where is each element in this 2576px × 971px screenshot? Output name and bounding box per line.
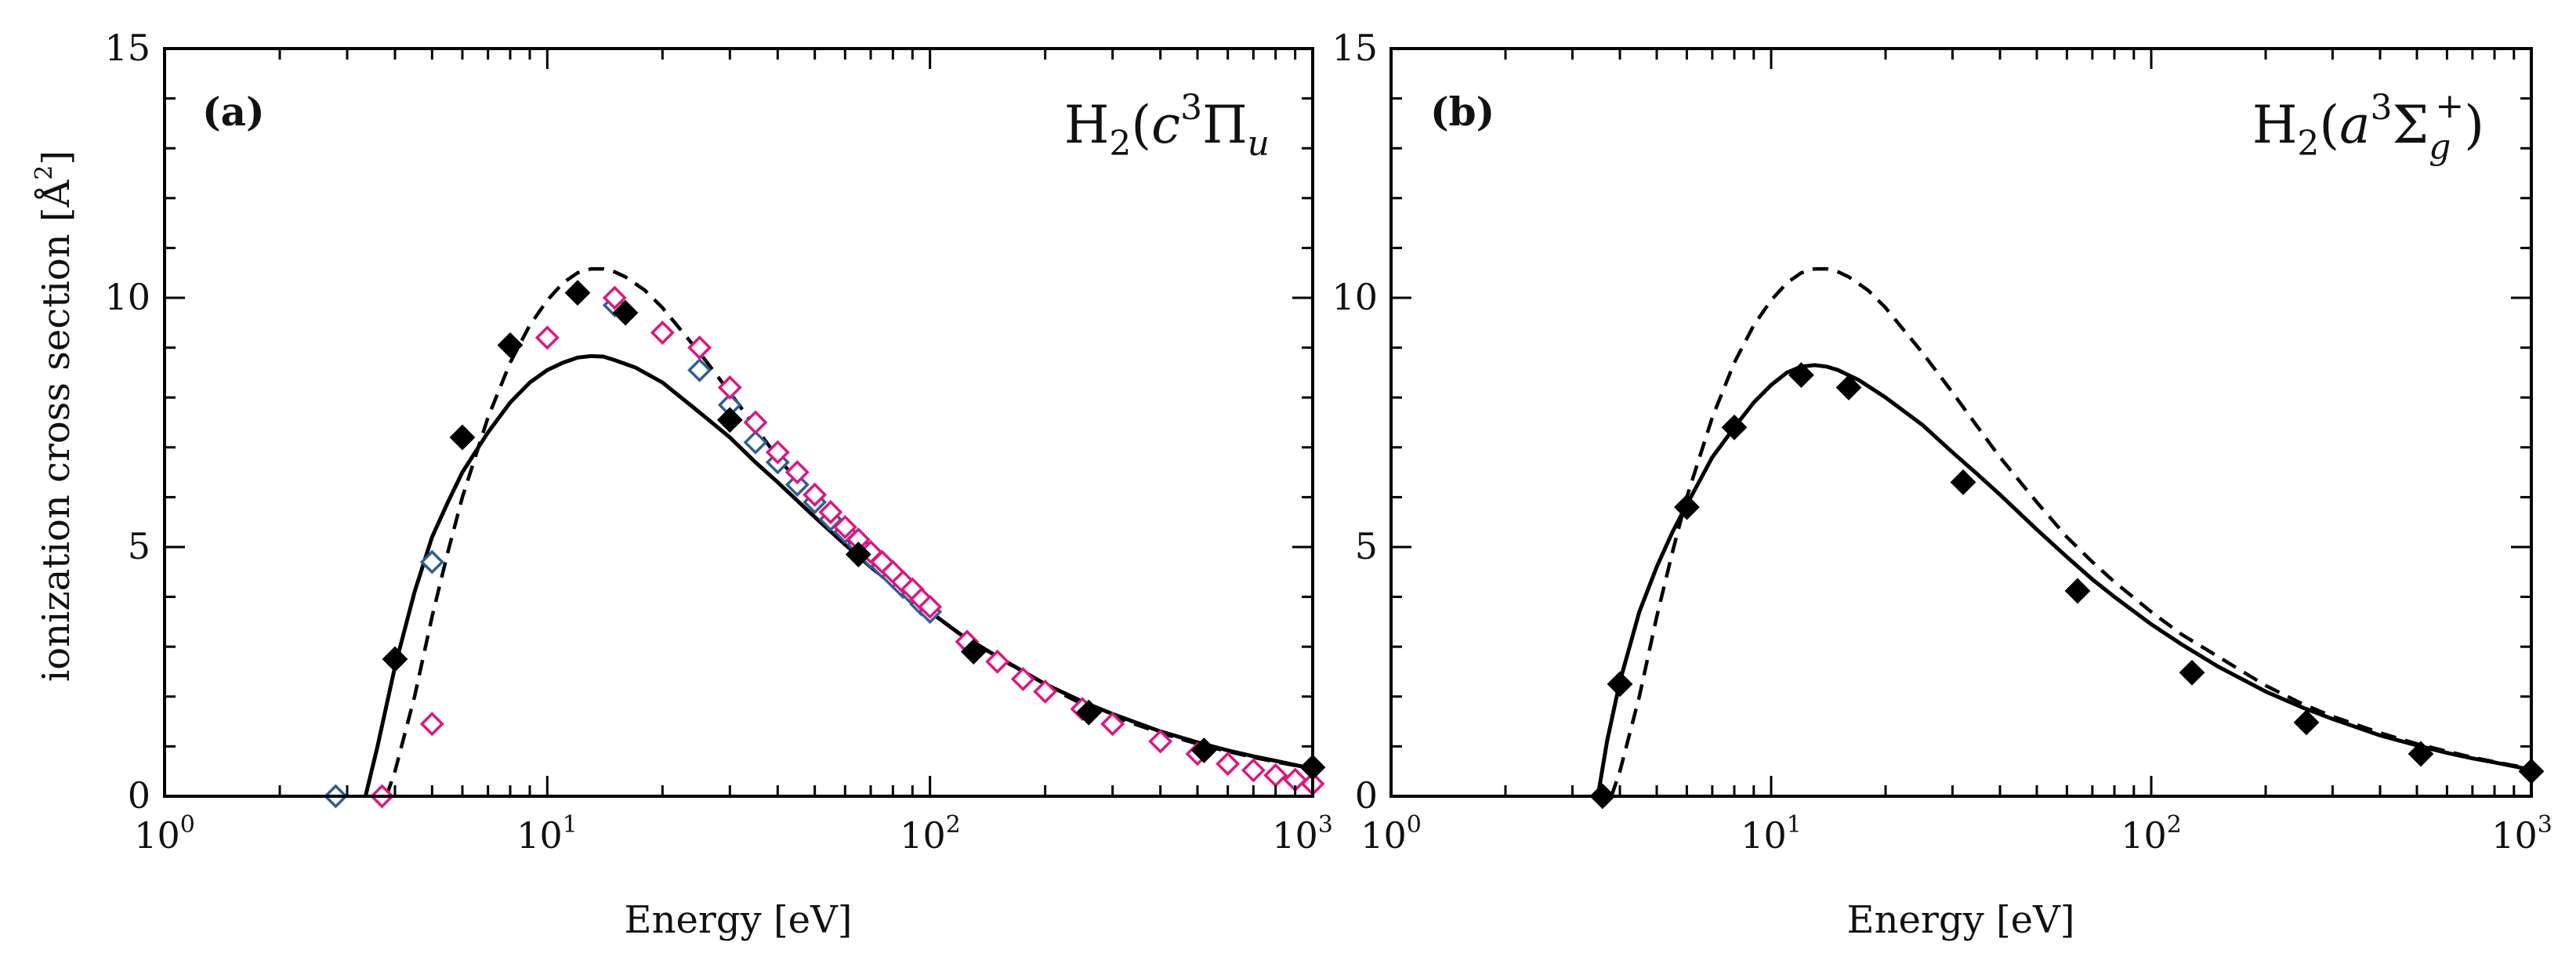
series-dashed-curve [1610, 266, 2532, 797]
plot-area-a [363, 266, 1313, 797]
data-point-filled-diamonds [497, 332, 524, 358]
data-point-pink-open-diamonds [1241, 758, 1266, 783]
data-point-blue-open-diamonds [419, 549, 444, 574]
panel-a: ionization cross section [Å2] 0 5 10 15 … [31, 27, 1333, 942]
data-point-pink-open-diamonds [687, 335, 712, 361]
y-tick-label-15: 15 [1331, 27, 1378, 69]
data-point-pink-open-diamonds [1010, 667, 1035, 692]
data-point-pink-open-diamonds [602, 285, 627, 310]
plot-area-b [1596, 266, 2532, 797]
data-point-filled-diamonds [1607, 671, 1633, 697]
data-point-pink-open-diamonds [765, 440, 790, 465]
data-point-filled-diamonds [1950, 469, 1976, 495]
panel-b: 0 5 10 15 100 101 102 103 Energy [eV] (b… [1331, 27, 2552, 942]
data-point-pink-open-diamonds [818, 500, 843, 524]
x-tick-label-1e1: 101 [516, 811, 578, 857]
x-tick-label-1e3: 103 [2491, 811, 2552, 857]
data-point-filled-diamonds [564, 280, 591, 306]
panel-title-b: H2(a3Σg+) [2252, 86, 2484, 167]
data-point-filled-diamonds [1835, 375, 1862, 400]
data-point-filled-diamonds [2179, 659, 2205, 686]
data-point-filled-diamonds [1075, 699, 1102, 726]
data-point-blue-open-diamonds [784, 473, 810, 497]
series-dashed-curve [384, 266, 1313, 797]
x-tick-label-1e0: 100 [134, 811, 195, 857]
data-point-pink-open-diamonds [832, 515, 857, 540]
x-tick-label-1e1: 101 [1741, 811, 1802, 857]
y-tick-label-5: 5 [1355, 525, 1378, 567]
panel-letter-a: (a) [202, 89, 265, 135]
data-point-filled-diamonds [1673, 494, 1700, 520]
markers-a [323, 280, 1326, 809]
data-point-filled-diamonds [960, 639, 987, 665]
x-tick-label-1e3: 103 [1272, 811, 1333, 857]
data-point-blue-open-diamonds [687, 357, 712, 382]
data-point-pink-open-diamonds [784, 460, 810, 485]
data-point-blue-open-diamonds [743, 429, 768, 455]
y-tick-label-0: 0 [128, 774, 150, 817]
ticks-b [1391, 49, 2531, 796]
data-point-pink-open-diamonds [419, 712, 444, 737]
y-axis-label: ionization cross section [Å2] [31, 150, 78, 682]
data-point-pink-open-diamonds [1216, 752, 1241, 777]
y-tick-labels-a: 0 5 10 15 [104, 27, 150, 817]
series-solid-curve [1596, 363, 2532, 797]
data-point-filled-diamonds [2408, 741, 2434, 767]
data-point-filled-diamonds [1190, 737, 1217, 763]
series-solid-curve [363, 353, 1313, 797]
data-point-pink-open-diamonds [534, 325, 560, 350]
panel-letter-b: (b) [1430, 89, 1495, 135]
y-tick-label-10: 10 [1331, 276, 1378, 318]
x-tick-labels-a: 100 101 102 103 [134, 811, 1333, 857]
data-point-filled-diamonds [2064, 578, 2091, 604]
data-point-pink-open-diamonds [717, 375, 742, 400]
plot-frame-b [1389, 47, 2533, 798]
markers-b [1589, 362, 2545, 810]
data-point-filled-diamonds [845, 542, 871, 567]
y-tick-label-5: 5 [128, 525, 150, 567]
x-axis-label-b: Energy [eV] [1847, 898, 2075, 942]
data-point-filled-diamonds [449, 424, 476, 451]
data-point-pink-open-diamonds [918, 594, 943, 619]
ticks-a [165, 49, 1313, 796]
data-point-pink-open-diamonds [1148, 729, 1173, 754]
x-tick-labels-b: 100 101 102 103 [1360, 811, 2552, 857]
data-point-filled-diamonds [612, 299, 639, 326]
data-point-filled-diamonds [1788, 362, 1814, 388]
x-tick-label-1e0: 100 [1360, 811, 1422, 857]
panel-title-a: H2(c3Πu [1064, 88, 1270, 164]
y-tick-labels-b: 0 5 10 15 [1331, 27, 1378, 817]
data-point-pink-open-diamonds [803, 482, 828, 507]
data-point-pink-open-diamonds [1033, 679, 1058, 704]
data-point-pink-open-diamonds [743, 410, 768, 435]
plot-frame-a [163, 47, 1314, 798]
data-point-pink-open-diamonds [650, 321, 675, 345]
x-axis-label-a: Energy [eV] [625, 898, 853, 942]
data-point-filled-diamonds [382, 646, 408, 672]
data-point-filled-diamonds [716, 407, 743, 433]
x-tick-label-1e2: 102 [900, 811, 961, 857]
data-point-pink-open-diamonds [985, 649, 1010, 674]
y-tick-label-0: 0 [1355, 774, 1378, 817]
data-point-pink-open-diamonds [1100, 712, 1125, 737]
y-tick-label-10: 10 [104, 276, 150, 318]
data-point-pink-open-diamonds [1263, 763, 1288, 788]
data-point-filled-diamonds [2293, 709, 2320, 736]
x-tick-label-1e2: 102 [2121, 811, 2182, 857]
data-point-filled-diamonds [1721, 414, 1748, 440]
y-tick-label-15: 15 [104, 27, 150, 69]
